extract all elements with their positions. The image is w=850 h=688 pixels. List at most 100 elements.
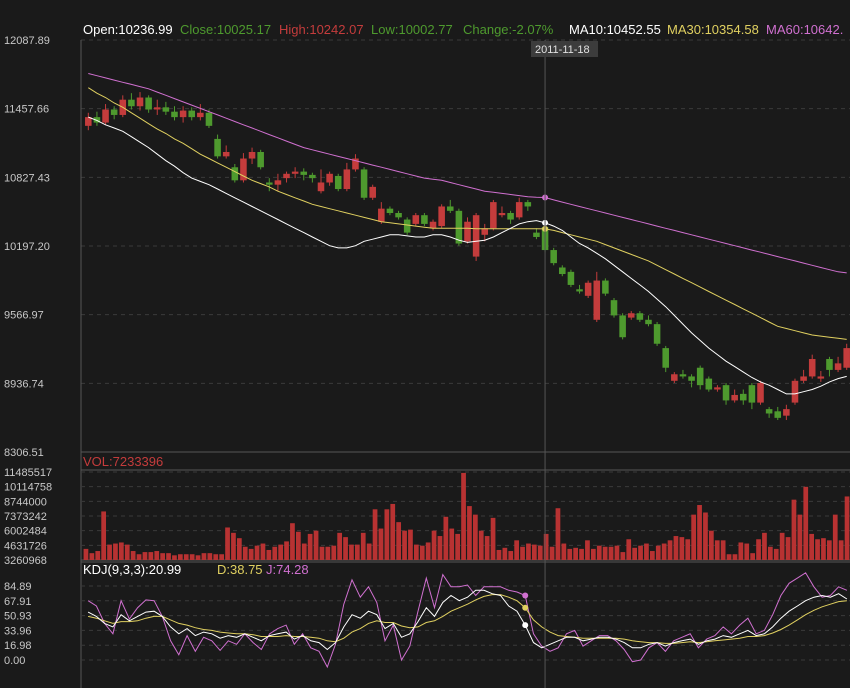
volume-bar[interactable] bbox=[720, 540, 726, 560]
candle-body[interactable] bbox=[576, 289, 583, 292]
volume-bar[interactable] bbox=[390, 503, 396, 560]
candle-body[interactable] bbox=[567, 271, 575, 285]
volume-bar[interactable] bbox=[679, 537, 685, 560]
volume-bar[interactable] bbox=[726, 554, 732, 560]
candle-body[interactable] bbox=[584, 282, 592, 296]
volume-bar[interactable] bbox=[644, 543, 649, 560]
volume-bar[interactable] bbox=[655, 545, 661, 560]
volume-bar[interactable] bbox=[260, 543, 266, 560]
volume-bar[interactable] bbox=[791, 499, 797, 560]
volume-bar[interactable] bbox=[236, 538, 242, 560]
volume-bar[interactable] bbox=[113, 543, 118, 560]
candle-body[interactable] bbox=[110, 109, 118, 115]
volume-bar[interactable] bbox=[803, 486, 809, 560]
volume-bar[interactable] bbox=[620, 552, 626, 560]
volume-bar[interactable] bbox=[732, 554, 738, 560]
candle-body[interactable] bbox=[386, 208, 394, 214]
candle-body[interactable] bbox=[395, 213, 402, 218]
volume-bar[interactable] bbox=[437, 536, 443, 560]
candle-body[interactable] bbox=[145, 97, 152, 110]
volume-bar[interactable] bbox=[172, 555, 177, 560]
volume-bar[interactable] bbox=[608, 546, 614, 560]
candle-body[interactable] bbox=[808, 359, 816, 377]
volume-bar[interactable] bbox=[762, 532, 767, 560]
candle-body[interactable] bbox=[343, 169, 351, 190]
volume-bar[interactable] bbox=[467, 506, 472, 560]
volume-bar[interactable] bbox=[419, 545, 425, 560]
volume-bar[interactable] bbox=[490, 517, 496, 560]
volume-bar[interactable] bbox=[526, 543, 531, 560]
candle-body[interactable] bbox=[602, 280, 609, 294]
volume-bar[interactable] bbox=[219, 554, 225, 560]
volume-bar[interactable] bbox=[537, 545, 543, 560]
volume-bar[interactable] bbox=[785, 537, 791, 560]
candle-body[interactable] bbox=[412, 215, 420, 224]
volume-bar[interactable] bbox=[596, 545, 602, 560]
volume-bar[interactable] bbox=[750, 553, 756, 560]
candle-body[interactable] bbox=[378, 208, 385, 222]
candle-body[interactable] bbox=[369, 186, 376, 198]
volume-bar[interactable] bbox=[177, 554, 183, 560]
candle-body[interactable] bbox=[817, 376, 825, 379]
volume-bar[interactable] bbox=[602, 546, 608, 560]
candle-body[interactable] bbox=[662, 348, 669, 368]
candle-body[interactable] bbox=[197, 112, 204, 118]
candle-body[interactable] bbox=[205, 112, 213, 126]
candle-body[interactable] bbox=[421, 215, 428, 224]
candle-body[interactable] bbox=[757, 382, 764, 403]
volume-bar[interactable] bbox=[266, 549, 272, 560]
candle-body[interactable] bbox=[85, 117, 92, 126]
candle-body[interactable] bbox=[429, 221, 437, 229]
candle-body[interactable] bbox=[722, 385, 730, 401]
candle-body[interactable] bbox=[291, 171, 299, 174]
candle-body[interactable] bbox=[490, 202, 497, 229]
candle-body[interactable] bbox=[274, 180, 282, 185]
candle-body[interactable] bbox=[438, 206, 445, 227]
volume-bar[interactable] bbox=[425, 542, 431, 560]
volume-bar[interactable] bbox=[614, 545, 620, 560]
candle-body[interactable] bbox=[627, 313, 635, 318]
candle-body[interactable] bbox=[153, 107, 161, 110]
volume-bar[interactable] bbox=[767, 546, 773, 560]
volume-bar[interactable] bbox=[337, 532, 343, 560]
candle-body[interactable] bbox=[162, 107, 170, 112]
candle-body[interactable] bbox=[403, 219, 411, 233]
volume-bar[interactable] bbox=[502, 547, 508, 560]
volume-bar[interactable] bbox=[160, 553, 166, 560]
volume-bar[interactable] bbox=[402, 530, 407, 560]
volume-bar[interactable] bbox=[242, 546, 248, 560]
candle-body[interactable] bbox=[593, 280, 601, 320]
volume-bar[interactable] bbox=[254, 545, 260, 560]
candle-body[interactable] bbox=[559, 267, 566, 275]
candle-body[interactable] bbox=[774, 411, 782, 418]
candle-body[interactable] bbox=[740, 393, 747, 401]
volume-bar[interactable] bbox=[697, 505, 702, 560]
volume-bar[interactable] bbox=[272, 546, 278, 560]
volume-bar[interactable] bbox=[738, 542, 744, 560]
volume-bar[interactable] bbox=[396, 522, 402, 560]
volume-bar[interactable] bbox=[455, 533, 461, 560]
volume-bar[interactable] bbox=[579, 548, 584, 560]
candle-body[interactable] bbox=[481, 228, 489, 235]
candle-body[interactable] bbox=[636, 313, 644, 320]
candle-body[interactable] bbox=[334, 175, 342, 190]
price-panel[interactable]: 12087.89 11457.66 10827.43 10197.20 9566.97 8… bbox=[4, 35, 850, 688]
candle-body[interactable] bbox=[300, 171, 308, 175]
volume-bar[interactable] bbox=[496, 549, 502, 560]
volume-bar[interactable] bbox=[130, 551, 136, 560]
candle-body[interactable] bbox=[472, 215, 480, 257]
volume-bar[interactable] bbox=[809, 533, 815, 560]
candle-body[interactable] bbox=[352, 158, 359, 170]
volume-bar[interactable] bbox=[225, 527, 230, 560]
volume-bar[interactable] bbox=[307, 533, 313, 560]
volume-bar[interactable] bbox=[638, 545, 643, 560]
volume-bar[interactable] bbox=[431, 530, 437, 560]
volume-bar[interactable] bbox=[685, 539, 691, 560]
volume-bar[interactable] bbox=[520, 546, 525, 560]
volume-panel[interactable]: 11485517 10114758 8744000 7373242 6002484 463… bbox=[4, 467, 850, 567]
candle-body[interactable] bbox=[619, 315, 626, 338]
volume-bar[interactable] bbox=[354, 544, 360, 560]
candle-body[interactable] bbox=[731, 394, 738, 401]
volume-bar[interactable] bbox=[195, 555, 201, 560]
candle-body[interactable] bbox=[136, 97, 144, 107]
